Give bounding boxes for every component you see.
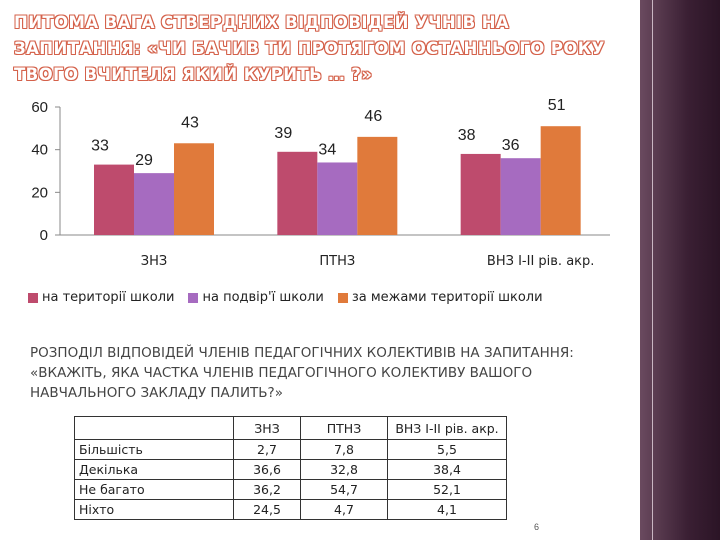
legend-label-series-1: на території школи [42,290,175,305]
legend-item-series-1: на території школи [28,290,174,305]
table-header-vnz: ВНЗ І-ІІ рів. акр. [387,416,507,440]
category-label-3: ВНЗ І-ІІ рів. акр. [487,254,594,269]
cell-value: 4,1 [387,499,507,520]
cell-value: 32,8 [300,459,388,480]
row-label: Декілька [74,459,234,480]
staff-smoking-table: ЗНЗ ПТНЗ ВНЗ І-ІІ рів. акр. Більшість 2,… [74,416,507,520]
table-header-row: ЗНЗ ПТНЗ ВНЗ І-ІІ рів. акр. [74,416,507,440]
legend-label-series-3: за межами території школи [351,290,543,305]
table-row: Декілька 36,6 32,8 38,4 [74,459,507,480]
row-label: Не багато [74,479,234,500]
legend-item-series-2: на подвір'ї школи [188,290,324,305]
bar-3-3 [540,126,581,235]
data-label-2-1: 29 [135,152,153,169]
row-label: Більшість [74,439,234,460]
bar-1-3 [460,153,501,235]
y-tick-label: 0 [40,227,48,244]
legend-swatch-series-3 [337,292,348,303]
cell-value: 52,1 [387,479,507,500]
data-label-1-2: 39 [274,125,292,142]
y-tick-label: 40 [31,142,48,159]
bar-chart: 0 20 40 60 33 29 43 39 34 46 38 36 51 ЗНЗ ПТНЗ ВНЗ І-… [31,97,610,269]
table-row: Більшість 2,7 7,8 5,5 [74,439,507,460]
legend-item-series-3: за межами території школи [337,290,543,305]
table-header-blank [74,416,234,440]
bar-2-3 [500,158,541,235]
side-band-line [652,0,653,540]
data-label-3-1: 43 [181,114,199,131]
chart-data-labels: 33 29 43 39 34 46 38 36 51 [91,97,566,169]
data-label-1-1: 33 [91,138,109,155]
table-row: Ніхто 24,5 4,7 4,1 [74,499,507,520]
data-label-2-2: 34 [318,141,336,158]
bar-2-2 [317,162,358,235]
cell-value: 2,7 [233,439,301,460]
legend-swatch-series-2 [188,292,199,303]
cell-value: 7,8 [300,439,388,460]
y-axis-ticks: 0 20 40 60 [31,99,60,244]
cell-value: 4,7 [300,499,388,520]
cell-value: 54,7 [300,479,388,500]
data-label-3-3: 51 [548,97,566,114]
chart-category-labels: ЗНЗ ПТНЗ ВНЗ І-ІІ рів. акр. [141,254,595,269]
page-number: 6 [534,522,540,532]
bar-1-2 [277,151,318,235]
table-row: Не багато 36,2 54,7 52,1 [74,479,507,500]
category-label-1: ЗНЗ [141,254,167,269]
chart-bars [94,126,581,235]
decorative-side-band [640,0,720,540]
y-tick-label: 60 [31,99,48,116]
legend-swatch-series-1 [28,292,38,303]
data-label-1-3: 38 [458,127,476,144]
table-heading: РОЗПОДІЛ ВІДПОВІДЕЙ ЧЛЕНІВ ПЕДАГОГІЧНИХ … [30,345,574,401]
bar-3-2 [357,136,398,235]
cell-value: 5,5 [387,439,507,460]
legend-label-series-2: на подвір'ї школи [202,290,324,305]
chart-legend: на території школи на подвір'ї школи за … [28,290,551,305]
table-header-ptnz: ПТНЗ [300,416,388,440]
bar-1-1 [94,164,134,235]
table-header-znz: ЗНЗ [233,416,301,440]
y-tick-label: 20 [31,184,48,201]
cell-value: 36,6 [233,459,301,480]
data-label-2-3: 36 [502,137,520,154]
bar-2-1 [134,173,174,235]
cell-value: 38,4 [387,459,507,480]
row-label: Ніхто [74,499,234,520]
data-label-3-2: 46 [364,108,382,125]
cell-value: 36,2 [233,479,301,500]
bar-3-1 [174,143,214,235]
cell-value: 24,5 [233,499,301,520]
slide-title: ПИТОМА ВАГА СТВЕРДНИХ ВІДПОВІДЕЙ УЧНІВ Н… [14,13,605,84]
category-label-2: ПТНЗ [319,254,355,269]
